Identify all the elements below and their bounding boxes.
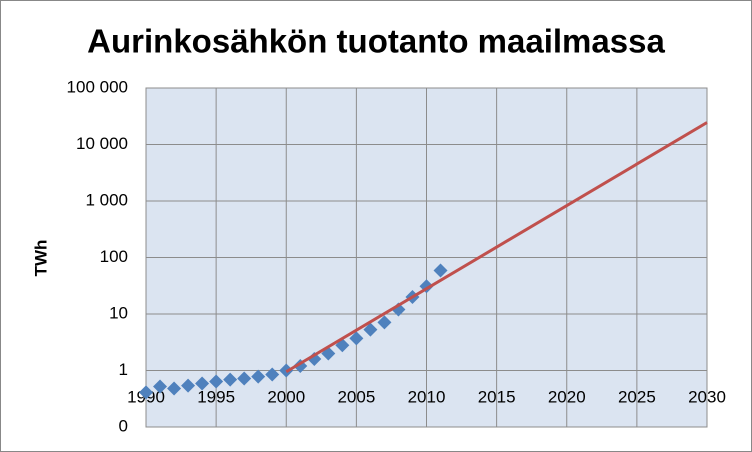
- x-tick-label: 2020: [548, 387, 586, 406]
- data-point: [433, 263, 448, 278]
- y-axis-label: TWh: [31, 240, 50, 277]
- data-point: [349, 331, 364, 346]
- x-tick-label: 2000: [267, 387, 305, 406]
- data-point: [265, 367, 280, 382]
- data-point: [209, 374, 224, 389]
- y-tick-label: 0: [119, 416, 128, 435]
- data-point: [307, 351, 322, 366]
- x-tick-label: 2010: [408, 387, 446, 406]
- data-point: [167, 381, 182, 396]
- x-tick-label: 2005: [337, 387, 375, 406]
- data-point: [139, 385, 153, 400]
- data-point: [237, 371, 252, 386]
- y-tick-label: 1: [119, 360, 128, 379]
- y-tick-label: 1 000: [85, 190, 128, 209]
- data-point: [377, 315, 392, 330]
- chart-title: Aurinkosähkön tuotanto maailmassa: [87, 23, 665, 60]
- data-point: [223, 372, 238, 387]
- x-tick-label: 2015: [478, 387, 516, 406]
- data-point: [363, 322, 378, 337]
- data-point: [251, 369, 266, 384]
- x-tick-label: 2025: [618, 387, 656, 406]
- data-point: [181, 378, 196, 393]
- data-point: [195, 376, 210, 391]
- trend-line: [285, 121, 708, 374]
- y-tick-label: 10 000: [76, 134, 128, 153]
- plot-border: [145, 87, 708, 428]
- y-tick-label: 100: [100, 247, 128, 266]
- y-tick-label: 10: [109, 303, 128, 322]
- x-tick-label: 1995: [197, 387, 235, 406]
- y-tick-label: 100 000: [67, 77, 128, 96]
- data-point: [153, 379, 168, 394]
